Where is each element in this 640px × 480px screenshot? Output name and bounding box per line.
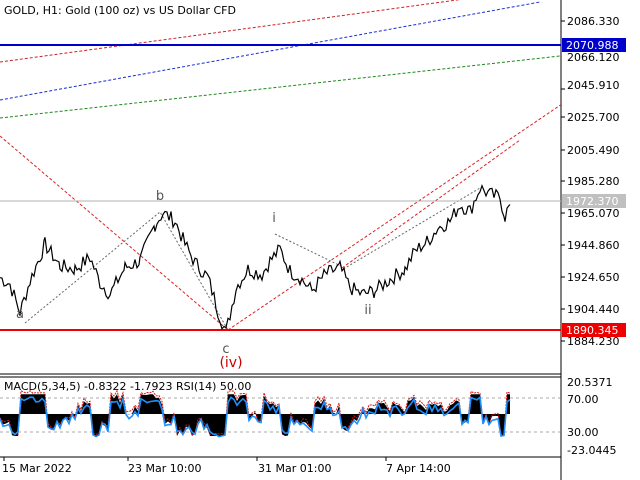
wave-structure-i-ii[interactable] — [274, 187, 481, 269]
price-tick: 2066.120 — [567, 51, 620, 64]
price-series[interactable] — [0, 183, 511, 331]
channel-line-blue[interactable] — [0, 1, 541, 101]
price-tick: 1965.070 — [567, 207, 620, 220]
resistance-price-label: 2070.988 — [566, 39, 619, 52]
price-axis — [561, 0, 640, 374]
rsi-line — [0, 395, 511, 438]
main-plot-area[interactable] — [0, 0, 560, 374]
resistance-price-tag — [562, 38, 626, 52]
macd-histogram — [0, 394, 510, 436]
channel-line-red-upper[interactable] — [0, 0, 560, 63]
price-tick: 2086.330 — [567, 15, 620, 28]
wave-label-iv: (iv) — [219, 355, 242, 371]
indicator-tick: 30.00 — [567, 426, 599, 439]
time-label: 15 Mar 2022 — [2, 462, 72, 475]
indicator-tick: 20.5371 — [567, 376, 613, 389]
wave-label-ii: ii — [364, 303, 371, 318]
indicator-axis-ticks: 20.5371 70.00 30.00 -23.0445 — [567, 376, 616, 457]
support-price-label: 1890.345 — [566, 324, 619, 337]
time-label: 23 Mar 10:00 — [128, 462, 201, 475]
channel-line-green[interactable] — [0, 55, 561, 119]
wave-label-a: a — [16, 307, 24, 322]
price-axis-tickmarks — [561, 20, 565, 342]
price-axis-ticks: 2086.330 2066.120 2045.910 2025.700 2005… — [567, 15, 620, 348]
current-price-tag — [562, 194, 626, 208]
price-tick: 1944.860 — [567, 239, 620, 252]
wave-label-i: i — [272, 211, 276, 226]
wave-line-iv-up-red[interactable] — [227, 103, 563, 331]
time-label: 7 Apr 14:00 — [386, 462, 451, 475]
support-price-tag — [562, 323, 626, 337]
current-price-label: 1972.370 — [566, 195, 619, 208]
price-tick: 2025.700 — [567, 111, 620, 124]
wave-structure-abc[interactable] — [24, 211, 229, 331]
wave-label-b: b — [156, 189, 164, 204]
indicator-title: MACD(5,34,5) -0.8322 -1.7923 RSI(14) 50.… — [4, 380, 251, 393]
chart-title: GOLD, H1: Gold (100 oz) vs US Dollar CFD — [4, 4, 236, 17]
wave-line-channel-red-2[interactable] — [341, 139, 521, 269]
price-tick: 2045.910 — [567, 79, 620, 92]
wave-label-c: c — [222, 342, 229, 357]
time-axis: 15 Mar 2022 23 Mar 10:00 31 Mar 01:00 7 … — [2, 457, 451, 475]
indicator-tick: -23.0445 — [567, 444, 616, 457]
time-label: 31 Mar 01:00 — [258, 462, 331, 475]
price-tick: 2005.490 — [567, 144, 620, 157]
price-tick: 1904.440 — [567, 303, 620, 316]
price-tick: 1884.230 — [567, 335, 620, 348]
price-tick: 1985.280 — [567, 175, 620, 188]
indicator-tick: 70.00 — [567, 393, 599, 406]
macd-signal-line — [0, 389, 511, 437]
price-tick: 1924.650 — [567, 271, 620, 284]
